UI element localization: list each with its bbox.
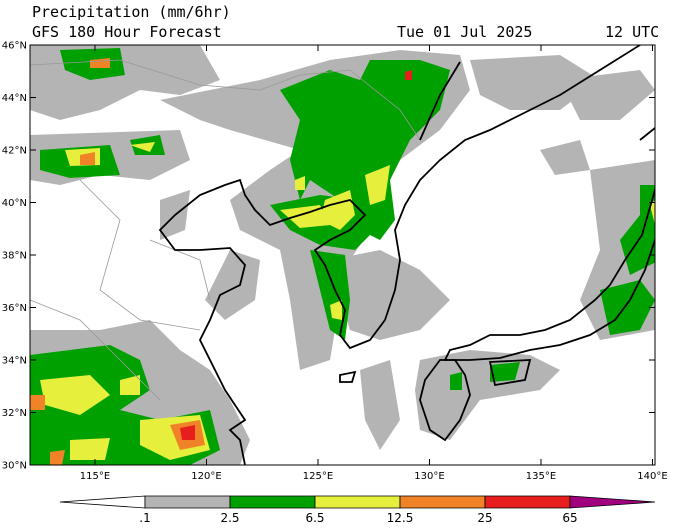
colorbar-segment: [484, 495, 571, 509]
colorbar-label: .1: [139, 511, 150, 525]
lon-label: 125°E: [303, 471, 333, 482]
lon-label: 120°E: [191, 471, 221, 482]
colorbar-label: 2.5: [220, 511, 239, 525]
lon-label: 115°E: [80, 471, 110, 482]
colorbar-label: 12.5: [387, 511, 414, 525]
lat-label: 40°N: [2, 198, 27, 209]
lat-label: 42°N: [2, 146, 27, 157]
colorbar-segment: [569, 495, 656, 509]
borders: [30, 59, 421, 401]
lat-label: 30°N: [2, 461, 27, 472]
colorbar-segment: [144, 495, 231, 509]
map: [30, 45, 655, 465]
colorbar-label: 25: [477, 511, 492, 525]
precip-extreme: [180, 70, 412, 440]
lat-label: 38°N: [2, 251, 27, 262]
coastlines: [158, 45, 655, 465]
colorbar-segment: [399, 495, 486, 509]
lon-label: 140°E: [637, 471, 667, 482]
valid-date: Tue 01 Jul 2025: [397, 23, 532, 41]
lat-label: 46°N: [2, 41, 27, 52]
lon-label: 135°E: [526, 471, 556, 482]
lat-label: 32°N: [2, 408, 27, 419]
colorbar-segment: [314, 495, 401, 509]
colorbar-label: 6.5: [305, 511, 324, 525]
colorbar-segment: [59, 495, 146, 509]
lat-label: 36°N: [2, 303, 27, 314]
subtitle: GFS 180 Hour Forecast: [32, 23, 222, 41]
valid-hour: 12 UTC: [605, 23, 659, 41]
lat-label: 44°N: [2, 93, 27, 104]
lon-label: 130°E: [414, 471, 444, 482]
lat-label: 34°N: [2, 356, 27, 367]
colorbar-label: 65: [562, 511, 577, 525]
colorbar-segment: [229, 495, 316, 509]
title: Precipitation (mm/6hr): [32, 3, 231, 21]
